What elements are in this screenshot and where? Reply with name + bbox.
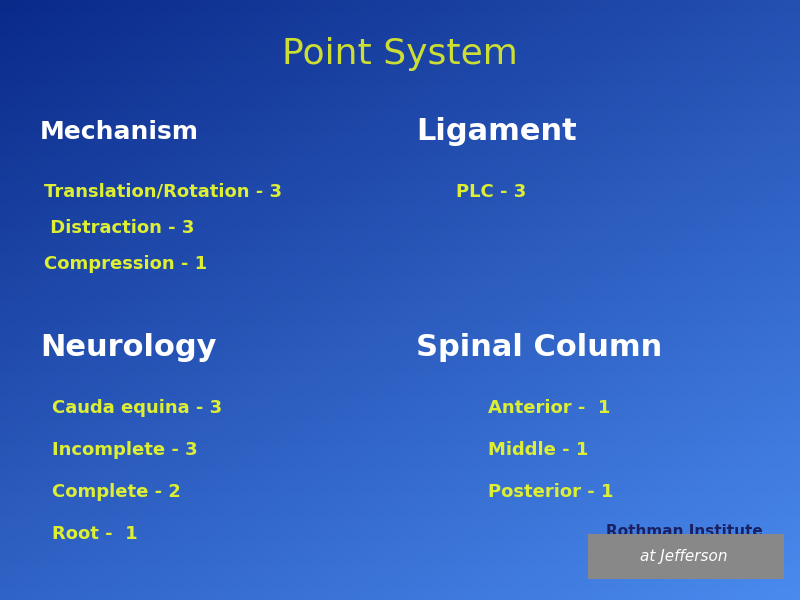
Text: Neurology: Neurology bbox=[40, 334, 217, 362]
Text: Rothman Institute: Rothman Institute bbox=[606, 523, 762, 539]
Text: Translation/Rotation - 3: Translation/Rotation - 3 bbox=[44, 183, 282, 201]
Text: Complete - 2: Complete - 2 bbox=[52, 483, 181, 501]
Text: Compression - 1: Compression - 1 bbox=[44, 255, 207, 273]
Text: at Jefferson: at Jefferson bbox=[640, 550, 728, 564]
Text: Cauda equina - 3: Cauda equina - 3 bbox=[52, 399, 222, 417]
Text: Posterior - 1: Posterior - 1 bbox=[488, 483, 614, 501]
Text: Incomplete - 3: Incomplete - 3 bbox=[52, 441, 198, 459]
Text: Mechanism: Mechanism bbox=[40, 120, 199, 144]
Text: Distraction - 3: Distraction - 3 bbox=[44, 219, 194, 237]
Text: Root -  1: Root - 1 bbox=[52, 525, 138, 543]
Text: Ligament: Ligament bbox=[416, 118, 577, 146]
Text: Spinal Column: Spinal Column bbox=[416, 334, 662, 362]
Text: Middle - 1: Middle - 1 bbox=[488, 441, 588, 459]
FancyBboxPatch shape bbox=[588, 534, 784, 579]
Text: Point System: Point System bbox=[282, 37, 518, 71]
Text: PLC - 3: PLC - 3 bbox=[456, 183, 526, 201]
Text: Anterior -  1: Anterior - 1 bbox=[488, 399, 610, 417]
